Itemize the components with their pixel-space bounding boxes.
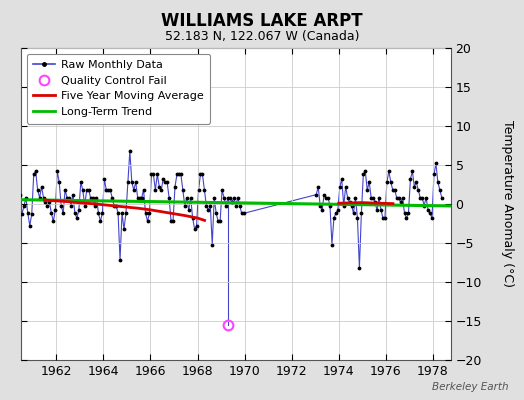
Text: WILLIAMS LAKE ARPT: WILLIAMS LAKE ARPT (161, 12, 363, 30)
Legend: Raw Monthly Data, Quality Control Fail, Five Year Moving Average, Long-Term Tren: Raw Monthly Data, Quality Control Fail, … (27, 54, 210, 124)
Y-axis label: Temperature Anomaly (°C): Temperature Anomaly (°C) (501, 120, 515, 288)
Text: Berkeley Earth: Berkeley Earth (432, 382, 508, 392)
Text: 52.183 N, 122.067 W (Canada): 52.183 N, 122.067 W (Canada) (165, 30, 359, 43)
